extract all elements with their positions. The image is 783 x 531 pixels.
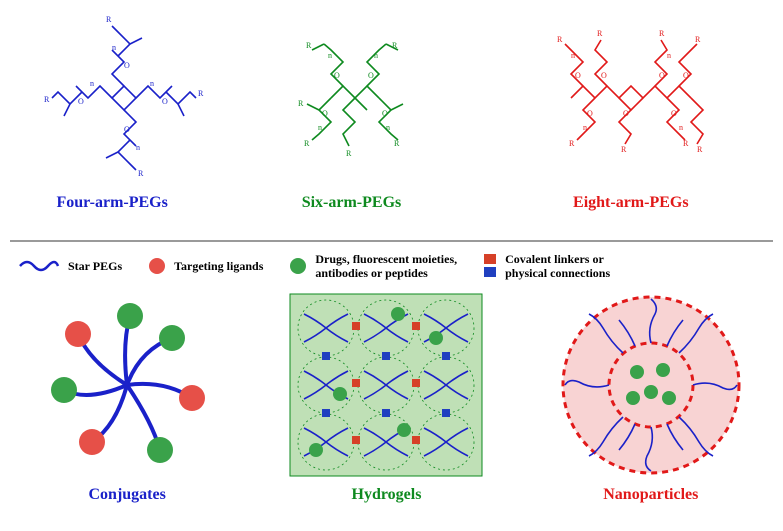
legend-drugs: Drugs, fluorescent moieties, antibodies … [289,252,457,281]
svg-text:n: n [386,123,390,132]
svg-text:R: R [304,139,310,148]
svg-text:O: O [162,97,168,106]
svg-text:n: n [150,79,154,88]
svg-text:O: O [575,71,581,80]
svg-text:n: n [90,79,94,88]
svg-text:R: R [697,145,703,154]
svg-text:R: R [346,149,352,158]
svg-text:n: n [571,51,575,60]
svg-text:O: O [671,109,677,118]
conjugates-label: Conjugates [88,486,165,504]
svg-text:O: O [368,71,374,80]
legend: Star PEGs Targeting ligands Drugs, fluor… [0,242,783,290]
nanoparticles: Nanoparticles [551,290,751,504]
linker-squares-icon [483,253,497,279]
svg-text:R: R [597,29,603,38]
svg-text:O: O [124,125,130,134]
svg-text:R: R [569,139,575,148]
hydrogels-label: Hydrogels [352,486,422,504]
four-arm-peg: R R R R O O O O n n n n Four-arm-PEGs [12,8,212,212]
hydrogels-graphic [286,290,486,480]
svg-text:R: R [621,145,627,154]
eight-arm-structure: RRRR RRRR OOOO OOO nnnn [491,8,771,188]
svg-text:R: R [659,29,665,38]
svg-text:R: R [557,35,563,44]
svg-text:O: O [334,71,340,80]
conjugates: Conjugates [32,290,222,504]
svg-text:n: n [679,123,683,132]
eight-arm-peg: RRRR RRRR OOOO OOO nnnn Eight-arm-PEGs [491,8,771,212]
svg-text:O: O [124,61,130,70]
svg-text:n: n [583,123,587,132]
svg-text:O: O [601,71,607,80]
svg-text:R: R [106,15,112,24]
svg-text:O: O [659,71,665,80]
svg-text:R: R [683,139,689,148]
svg-text:R: R [695,35,701,44]
svg-text:R: R [392,41,398,50]
svg-text:n: n [667,51,671,60]
svg-text:R: R [198,89,204,98]
svg-text:n: n [328,51,332,60]
nanoparticles-graphic [551,290,751,480]
four-arm-structure: R R R R O O O O n n n n [12,8,212,188]
top-section: RR RR OO OO nn nn Four-arm-PEGs [0,0,783,240]
red-dot-icon [148,257,166,275]
legend-star-text: Star PEGs [68,259,122,273]
hydrogels: Hydrogels [286,290,486,504]
svg-text:O: O [587,109,593,118]
six-arm-structure: R R R R R R O O O O n n n n [236,8,466,188]
svg-text:n: n [112,43,116,52]
legend-linkers-text: Covalent linkers or physical connections [505,252,610,281]
svg-text:n: n [374,51,378,60]
svg-text:R: R [306,41,312,50]
eight-arm-label: Eight-arm-PEGs [573,194,689,212]
svg-text:R: R [138,169,144,178]
six-arm-peg: R R R R R R O O O O n n n n Six-arm-PEGs [236,8,466,212]
conjugates-graphic [32,290,222,480]
svg-text:R: R [298,99,304,108]
svg-text:O: O [623,109,629,118]
legend-drugs-text: Drugs, fluorescent moieties, antibodies … [315,252,457,281]
legend-star-pegs: Star PEGs [18,258,122,274]
nanoparticles-label: Nanoparticles [603,486,698,504]
svg-text:O: O [683,71,689,80]
svg-text:O: O [78,97,84,106]
green-dot-icon [289,257,307,275]
svg-text:n: n [136,143,140,152]
legend-targeting-text: Targeting ligands [174,259,263,273]
svg-text:R: R [44,95,50,104]
legend-linkers: Covalent linkers or physical connections [483,252,610,281]
six-arm-label: Six-arm-PEGs [302,194,402,212]
legend-targeting: Targeting ligands [148,257,263,275]
wavy-line-icon [18,258,60,274]
svg-text:n: n [318,123,322,132]
svg-text:O: O [382,109,388,118]
four-arm-label: Four-arm-PEGs [56,194,167,212]
svg-text:O: O [322,109,328,118]
bottom-section: Conjugates [0,290,783,515]
svg-text:R: R [394,139,400,148]
